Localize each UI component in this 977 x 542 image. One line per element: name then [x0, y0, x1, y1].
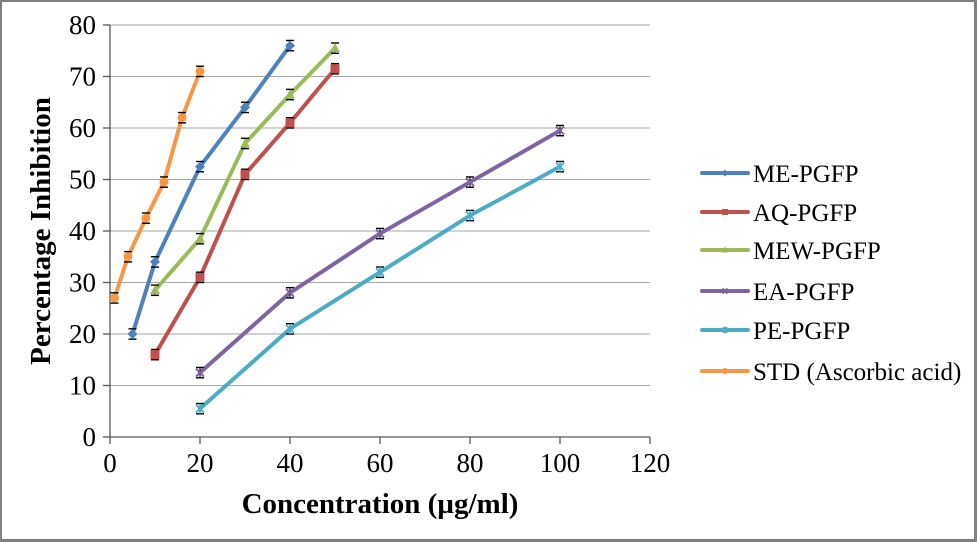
y-tick-label: 10 — [69, 371, 96, 401]
marker-diamond — [195, 161, 205, 172]
marker-asterisk — [555, 161, 565, 172]
marker-triangle — [285, 89, 295, 99]
legend-item: STD (Ascorbic acid) — [700, 359, 961, 386]
x-tick-label: 60 — [367, 448, 394, 478]
marker-x — [555, 125, 565, 136]
marker-circle — [123, 252, 133, 262]
legend-label: EA-PGFP — [753, 279, 854, 306]
marker-diamond — [150, 256, 160, 267]
series-lines — [112, 43, 562, 411]
legend-item: ME-PGFP — [700, 161, 859, 188]
marker-square — [330, 64, 340, 74]
marker-square — [150, 350, 160, 360]
legend-label: MEW-PGFP — [753, 238, 881, 265]
legend-item: EA-PGFP — [700, 279, 854, 306]
error-bars — [110, 39, 564, 415]
legend: ME-PGFP AQ-PGFP MEW-PGFP EA-PGFP PE-PGFP STD … — [700, 161, 961, 386]
marker-triangle — [240, 138, 250, 148]
marker-square — [240, 169, 250, 179]
y-tick-label: 80 — [69, 10, 96, 40]
marker-asterisk — [285, 323, 295, 334]
marker-diamond — [240, 102, 250, 113]
x-tick-label: 80 — [457, 448, 484, 478]
y-tick-label: 0 — [83, 422, 97, 452]
marker-circle — [110, 293, 119, 303]
x-tick-label: 100 — [540, 448, 581, 478]
legend-label: ME-PGFP — [753, 161, 859, 188]
legend-item: MEW-PGFP — [700, 238, 881, 265]
marker-x — [375, 228, 385, 239]
legend-item: AQ-PGFP — [700, 200, 857, 227]
marker-diamond — [285, 40, 295, 51]
y-axis-title: Percentage Inhibition — [25, 97, 57, 365]
marker-square — [195, 272, 205, 282]
marker-circle — [159, 177, 169, 187]
marker-x — [465, 177, 475, 187]
marker-asterisk — [195, 403, 205, 414]
legend-item: PE-PGFP — [700, 318, 850, 345]
marker-x — [285, 288, 295, 298]
marker-triangle — [330, 43, 340, 53]
y-tick-label: 40 — [69, 216, 96, 246]
marker-triangle — [195, 233, 205, 243]
x-tick-label: 40 — [277, 448, 304, 478]
series-line-std-ascorbic-acid- — [112, 69, 202, 300]
legend-label: AQ-PGFP — [753, 200, 857, 227]
x-axis-title: Concentration (µg/ml) — [242, 488, 519, 520]
series-line-pe-pgfp — [198, 164, 562, 411]
marker-square — [722, 209, 728, 215]
marker-circle — [722, 368, 728, 374]
marker-x — [195, 367, 205, 378]
y-tick-label: 60 — [69, 113, 96, 143]
gridlines — [110, 24, 650, 386]
x-tick-label: 20 — [187, 448, 214, 478]
marker-square — [285, 118, 295, 128]
marker-triangle — [150, 285, 160, 295]
marker-asterisk — [721, 326, 729, 334]
marker-circle — [195, 66, 205, 76]
marker-triangle — [721, 246, 729, 253]
marker-circle — [141, 213, 151, 223]
y-tick-label: 70 — [69, 62, 96, 92]
legend-label: PE-PGFP — [753, 318, 850, 345]
x-tick-label: 0 — [103, 448, 117, 478]
x-tick-label: 120 — [630, 448, 671, 478]
tick-labels: 0 20 40 60 80 100 120 0 10 20 30 40 50 60 70 80 — [69, 10, 670, 478]
marker-x — [721, 287, 729, 295]
marker-asterisk — [375, 267, 385, 278]
marker-diamond — [127, 329, 138, 339]
marker-circle — [177, 113, 187, 123]
data-point-markers — [110, 40, 565, 414]
marker-asterisk — [465, 210, 475, 221]
marker-diamond — [721, 169, 729, 177]
axes — [103, 24, 651, 444]
y-tick-label: 30 — [69, 268, 96, 298]
y-tick-label: 50 — [69, 165, 96, 195]
legend-label: STD (Ascorbic acid) — [753, 359, 961, 386]
y-tick-label: 20 — [69, 319, 96, 349]
